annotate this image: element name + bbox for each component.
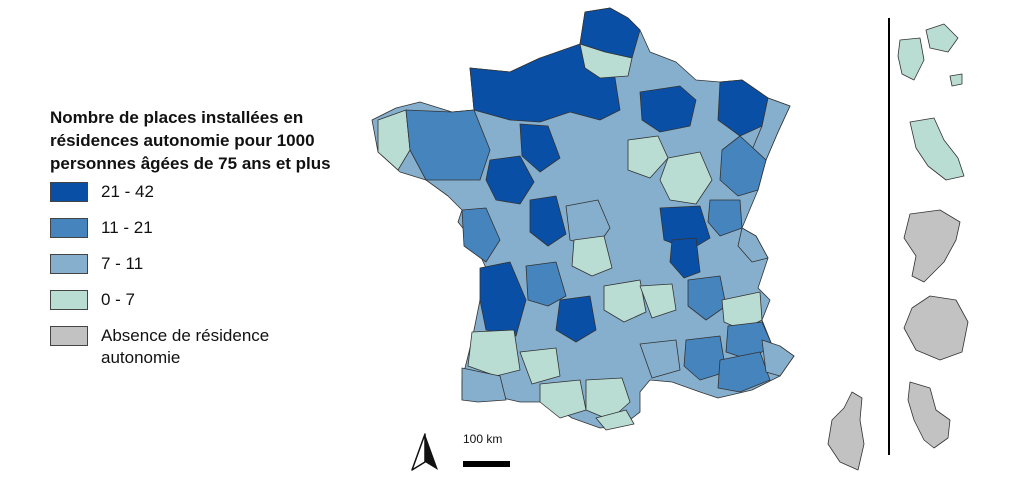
dept-correze (555, 295, 597, 343)
dept-charente-maritime (479, 261, 527, 337)
dept-lot-et-garonne (519, 347, 561, 385)
legend-label: 0 - 7 (101, 290, 136, 309)
dept-landes (461, 367, 507, 403)
guadeloupe (897, 23, 963, 87)
legend-item-11-21: 11 - 21 (50, 217, 340, 253)
dept-loir-et-cher (529, 195, 567, 247)
north-arrow-icon (411, 433, 438, 471)
dept-eure-et-loir (519, 123, 561, 173)
dept-gironde (467, 329, 521, 377)
legend-item-7-11: 7 - 11 (50, 253, 340, 289)
region-bretagne (405, 109, 491, 181)
dept-sarthe (485, 155, 535, 205)
region-champagne (639, 85, 697, 133)
legend-swatch (50, 218, 88, 238)
dept-haute-loire (639, 283, 677, 319)
dept-var (717, 351, 771, 393)
legend-swatch (50, 254, 88, 274)
dept-gard (639, 339, 681, 379)
dept-somme (579, 43, 633, 79)
dept-saone-et-loire (659, 205, 711, 251)
dept-hautes-alpes (725, 321, 773, 361)
scale-bar (463, 461, 510, 467)
legend-title: Nombre de places installées en résidence… (50, 108, 331, 173)
dept-cantal (603, 279, 647, 323)
overseas-divider (888, 18, 890, 455)
scale-label: 100 km (463, 432, 503, 446)
dept-vaucluse (683, 335, 727, 381)
dept-aube (627, 135, 669, 179)
dept-haute-garonne (539, 379, 587, 419)
legend-item-0-7: 0 - 7 (50, 289, 340, 325)
guyane (903, 209, 961, 283)
dept-jura (707, 199, 743, 237)
legend-label: 7 - 11 (101, 254, 144, 273)
dept-haute-savoie (737, 227, 769, 263)
legend-label: 21 - 42 (101, 182, 154, 201)
legend-item-21-42: 21 - 42 (50, 181, 340, 217)
legend-label: 11 - 21 (101, 218, 153, 237)
mayotte (907, 381, 951, 449)
dept-isere (687, 275, 727, 321)
map-legend: Nombre de places installées en résidence… (50, 106, 340, 367)
dept-vendee (461, 207, 501, 263)
dept-aude (585, 377, 631, 421)
dept-alpes-maritimes (761, 339, 795, 377)
legend-swatch (50, 326, 88, 346)
corsica (827, 391, 865, 471)
dept-doubs (719, 135, 767, 197)
martinique (909, 117, 965, 181)
la-reunion (903, 295, 969, 361)
dept-cote-dor (659, 151, 713, 205)
dept-charente (525, 261, 567, 307)
legend-item-absence: Absence de résidence autonomie (50, 325, 340, 367)
dept-ain (669, 237, 701, 279)
legend-swatch (50, 290, 88, 310)
region-normandie (469, 43, 621, 123)
legend-label: Absence de résidence autonomie (101, 326, 270, 367)
dept-pyrenees-orientales (595, 409, 635, 431)
dept-finistere (377, 109, 411, 171)
dept-allier (571, 235, 613, 277)
legend-swatch (50, 182, 88, 202)
